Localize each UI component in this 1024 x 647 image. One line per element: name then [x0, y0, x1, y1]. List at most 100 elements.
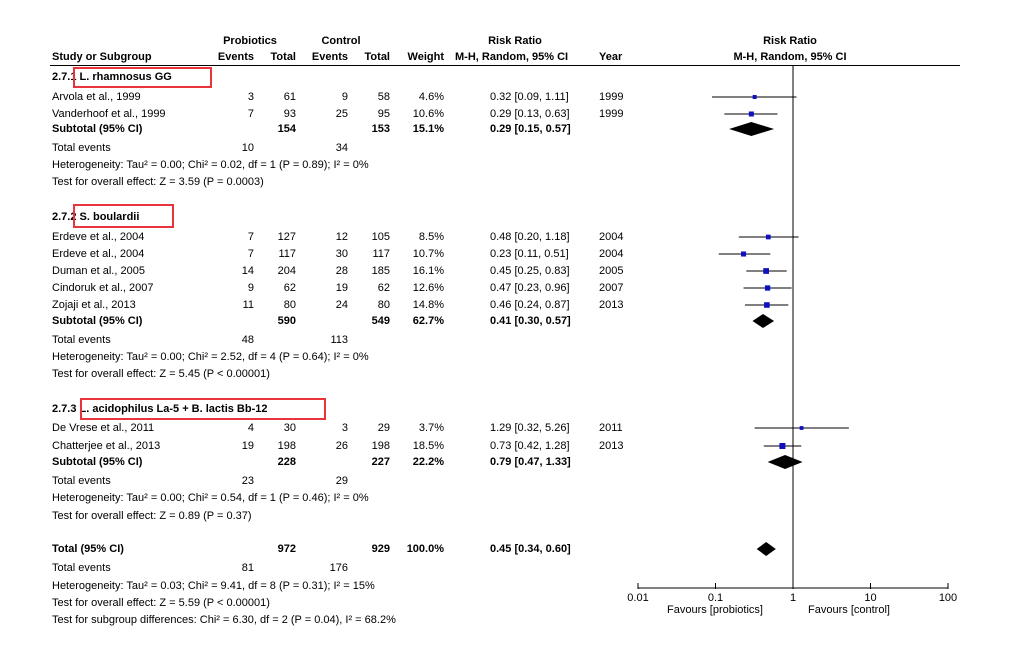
study-name: Vanderhoof et al., 1999 — [52, 108, 166, 120]
subgroup-highlight-box — [73, 67, 212, 88]
total2-column-header: Total — [364, 51, 390, 63]
total1-cell: 61 — [283, 91, 296, 103]
events1-cell: 7 — [247, 248, 254, 260]
study-name: Erdeve et al., 2004 — [52, 248, 145, 260]
events1-cell: 4 — [247, 422, 254, 434]
total2-cell: 95 — [377, 108, 390, 120]
heterogeneity-text: Heterogeneity: Tau² = 0.00; Chi² = 2.52,… — [52, 351, 369, 363]
total2-cell: 105 — [371, 231, 390, 243]
total-overall-effect-text: Test for overall effect: Z = 5.59 (P < 0… — [52, 597, 270, 609]
ci-cell: 0.23 [0.11, 0.51] — [490, 248, 569, 260]
subtotal-total2: 549 — [371, 315, 390, 327]
events2-cell: 12 — [335, 231, 348, 243]
events2-cell: 19 — [335, 282, 348, 294]
study-column-header: Study or Subgroup — [52, 51, 152, 63]
total-heterogeneity-text: Heterogeneity: Tau² = 0.03; Chi² = 9.41,… — [52, 580, 375, 592]
subgroup-differences-text: Test for subgroup differences: Chi² = 6.… — [52, 614, 396, 626]
subtotal-total1: 154 — [277, 123, 296, 135]
total-label: Total (95% CI) — [52, 543, 124, 555]
events2-cell: 26 — [335, 440, 348, 452]
summary-diamond — [729, 122, 775, 136]
total1-cell: 30 — [283, 422, 296, 434]
x-tick-label: 1 — [790, 592, 796, 604]
subgroup-label: 2.7.3 L. acidophilus La-5 + B. lactis Bb… — [52, 403, 268, 415]
subtotal-label: Subtotal (95% CI) — [52, 456, 143, 468]
weight-cell: 3.7% — [418, 422, 444, 434]
subtotal-weight: 15.1% — [412, 123, 444, 135]
total2-cell: 80 — [377, 299, 390, 311]
study-point-marker — [765, 234, 771, 240]
total-total2: 929 — [371, 543, 390, 555]
weight-cell: 18.5% — [412, 440, 444, 452]
total-weight: 100.0% — [406, 543, 444, 555]
subgroup-highlight-box — [73, 204, 174, 228]
method-column-header: M-H, Random, 95% CI — [455, 51, 569, 63]
weight-cell: 4.6% — [418, 91, 444, 103]
x-tick-label: 10 — [864, 592, 876, 604]
subtotal-total1: 590 — [277, 315, 296, 327]
summary-diamond — [756, 542, 776, 556]
events1-cell: 9 — [247, 282, 254, 294]
study-name: De Vrese et al., 2011 — [52, 422, 155, 434]
total-events1: 23 — [241, 475, 254, 487]
total1-cell: 204 — [277, 265, 296, 277]
subtotal-weight: 22.2% — [412, 456, 444, 468]
total-events-label: Total events — [52, 142, 111, 154]
study-point-marker — [752, 95, 757, 99]
subgroup-label: 2.7.1 L. rhamnosus GG — [52, 71, 172, 83]
weight-cell: 14.8% — [412, 299, 444, 311]
events2-cell: 25 — [335, 108, 348, 120]
total-events1: 10 — [241, 142, 254, 154]
plot-method-header: M-H, Random, 95% CI — [733, 51, 847, 63]
events2-cell: 30 — [335, 248, 348, 260]
events2-cell: 3 — [341, 422, 348, 434]
ci-cell: 0.46 [0.24, 0.87] — [490, 299, 570, 311]
heterogeneity-text: Heterogeneity: Tau² = 0.00; Chi² = 0.54,… — [52, 492, 369, 504]
total2-cell: 29 — [377, 422, 390, 434]
ci-cell: 0.29 [0.13, 0.63] — [490, 108, 570, 120]
subgroup-highlight-box — [80, 398, 326, 420]
total2-cell: 62 — [377, 282, 390, 294]
total-events-label: Total events — [52, 475, 111, 487]
subtotal-label: Subtotal (95% CI) — [52, 123, 143, 135]
overall-effect-text: Test for overall effect: Z = 3.59 (P = 0… — [52, 176, 264, 188]
year-cell: 2007 — [599, 282, 624, 294]
total-events1: 48 — [241, 334, 254, 346]
weight-column-header: Weight — [407, 51, 444, 63]
total-events2: 176 — [329, 562, 348, 574]
year-cell: 2013 — [599, 299, 624, 311]
events1-column-header: Events — [217, 51, 254, 63]
study-name: Erdeve et al., 2004 — [52, 231, 145, 243]
total1-cell: 80 — [283, 299, 296, 311]
study-point-marker — [748, 111, 754, 117]
total1-column-header: Total — [270, 51, 296, 63]
total-total1: 972 — [277, 543, 296, 555]
study-point-marker — [763, 268, 769, 274]
events1-cell: 7 — [247, 231, 254, 243]
favours-control-label: Favours [control] — [808, 604, 890, 616]
study-point-marker — [799, 426, 804, 430]
total2-cell: 185 — [371, 265, 390, 277]
study-name: Chatterjee et al., 2013 — [52, 440, 161, 452]
events2-cell: 24 — [335, 299, 348, 311]
study-name: Cindoruk et al., 2007 — [52, 282, 154, 294]
total-ci: 0.45 [0.34, 0.60] — [490, 543, 571, 555]
ci-cell: 0.48 [0.20, 1.18] — [490, 231, 570, 243]
study-name: Zojaji et al., 2013 — [52, 299, 136, 311]
total-events-label: Total events — [52, 334, 111, 346]
subtotal-ci: 0.29 [0.15, 0.57] — [490, 123, 571, 135]
events1-cell: 7 — [247, 108, 254, 120]
weight-cell: 10.7% — [412, 248, 444, 260]
year-column-header: Year — [599, 51, 623, 63]
year-cell: 1999 — [599, 91, 624, 103]
total1-cell: 198 — [277, 440, 296, 452]
x-tick-label: 0.01 — [627, 592, 648, 604]
ci-cell: 0.73 [0.42, 1.28] — [490, 440, 570, 452]
weight-cell: 10.6% — [412, 108, 444, 120]
year-cell: 2013 — [599, 440, 624, 452]
subtotal-weight: 62.7% — [412, 315, 444, 327]
summary-diamond — [767, 455, 803, 469]
control-group-header: Control — [321, 35, 361, 47]
total1-cell: 117 — [278, 248, 296, 260]
